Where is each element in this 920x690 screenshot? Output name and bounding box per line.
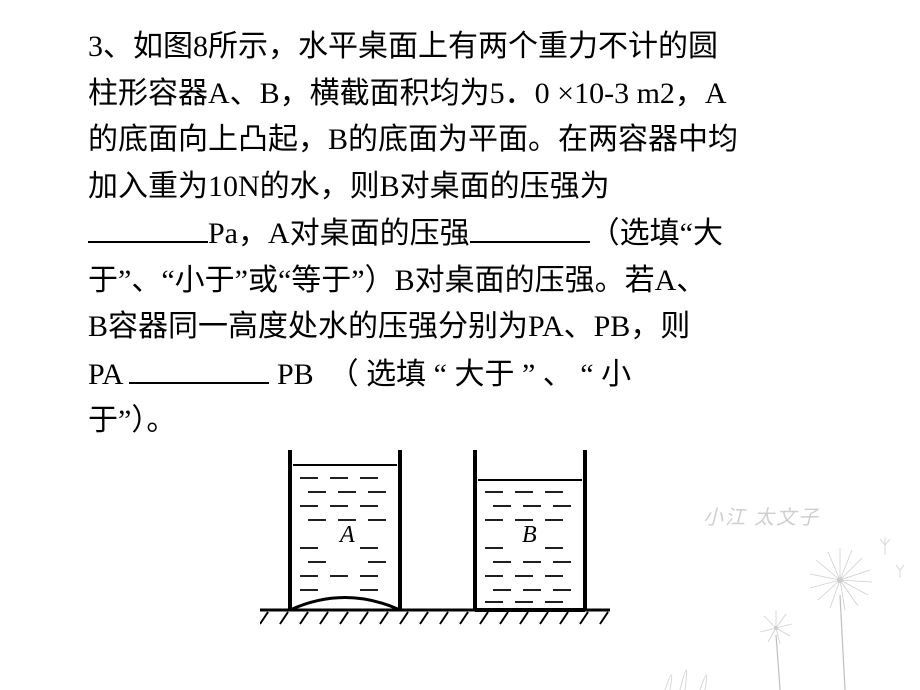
q-number: 3、 xyxy=(88,30,133,63)
blank-2 xyxy=(470,210,590,243)
question-text: 3、如图8所示，水平桌面上有两个重力不计的圆 柱形容器A、B，横截面积均为5．0… xyxy=(88,24,888,445)
q-unit1: Pa，A对桌面的压强 xyxy=(208,217,470,250)
q-l6: 于”、“小于”或“等于”）B对桌面的压强。若A、 xyxy=(88,264,706,297)
label-b: B xyxy=(522,522,537,548)
blank-1 xyxy=(88,210,208,243)
containers-figure: A B xyxy=(260,440,620,640)
q-pb: PB （ 选填 “ 大于 ” 、 “ 小 xyxy=(277,358,631,391)
q-pa: PA xyxy=(88,358,122,391)
blank-3 xyxy=(129,351,269,384)
container-b: B xyxy=(475,450,585,610)
q-l1: 如图8所示，水平桌面上有两个重力不计的圆 xyxy=(133,30,718,63)
q-last: 于”）。 xyxy=(88,404,176,437)
q-l4: 加入重为10N的水，则B对桌面的压强为 xyxy=(88,170,610,203)
q-l3: 的底面向上凸起，B的底面为平面。在两容器中均 xyxy=(88,123,738,156)
q-l7: B容器同一高度处水的压强分别为PA、PB，则 xyxy=(88,310,690,343)
q-after2: （选填“大 xyxy=(590,217,723,250)
label-a: A xyxy=(338,522,355,548)
q-l2: 柱形容器A、B，横截面积均为5．0 ×10-3 m2，A xyxy=(88,77,727,110)
container-a: A xyxy=(290,450,400,610)
dandelion-decoration xyxy=(660,510,920,690)
